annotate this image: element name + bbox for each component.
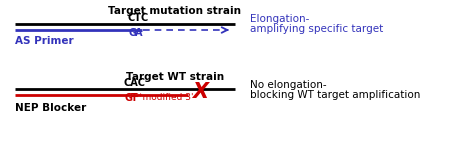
Text: Elongation-: Elongation- (250, 14, 310, 24)
Text: X: X (192, 82, 208, 102)
Text: *modified 3': *modified 3' (138, 93, 193, 102)
Text: Target WT strain: Target WT strain (126, 72, 224, 82)
Text: G: G (125, 93, 133, 103)
Text: CTC: CTC (128, 13, 149, 23)
Text: Target mutation strain: Target mutation strain (109, 6, 241, 16)
Text: No elongation-: No elongation- (250, 80, 327, 90)
Text: G: G (129, 28, 137, 38)
Text: AS Primer: AS Primer (15, 36, 73, 46)
Text: T: T (131, 93, 138, 103)
Text: CAC: CAC (124, 78, 146, 88)
Text: blocking WT target amplification: blocking WT target amplification (250, 90, 420, 100)
Text: amplifying specific target: amplifying specific target (250, 24, 383, 34)
Text: NEP Blocker: NEP Blocker (15, 103, 86, 113)
Text: A: A (135, 28, 143, 38)
